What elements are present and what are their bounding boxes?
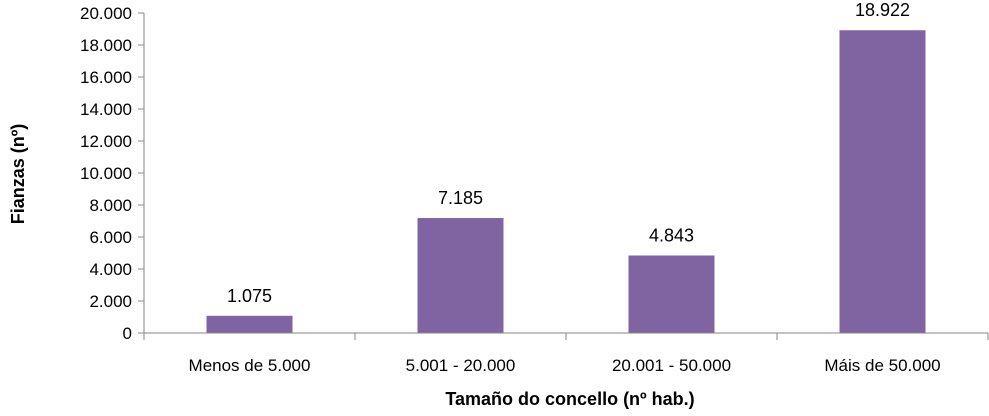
x-tick-label: 20.001 - 50.000 xyxy=(612,356,731,375)
bar-value-labels: 1.075 7.185 4.843 18.922 xyxy=(227,0,910,306)
bar xyxy=(417,218,504,333)
bar xyxy=(628,255,715,333)
bar-value-label: 1.075 xyxy=(227,286,272,306)
y-tick-label: 14.000 xyxy=(80,100,132,119)
x-axis-ticks: Menos de 5.000 5.001 - 20.000 20.001 - 50.… xyxy=(143,333,989,375)
y-tick-label: 12.000 xyxy=(80,132,132,151)
y-tick-label: 6.000 xyxy=(89,228,132,247)
x-tick-label: Menos de 5.000 xyxy=(189,356,311,375)
y-tick-label: 18.000 xyxy=(80,36,132,55)
bar xyxy=(206,315,293,333)
y-axis-ticks: 0 2.000 4.000 6.000 8.000 10.000 12.000 14.000 1… xyxy=(80,4,144,343)
bar-value-label: 4.843 xyxy=(649,226,694,246)
y-tick-label: 0 xyxy=(123,324,132,343)
y-tick-label: 16.000 xyxy=(80,68,132,87)
y-tick-label: 10.000 xyxy=(80,164,132,183)
x-axis-title: Tamaño do concello (nº hab.) xyxy=(445,389,694,409)
y-tick-label: 4.000 xyxy=(89,260,132,279)
y-axis-title: Fianzas (nº) xyxy=(8,124,28,225)
y-tick-label: 8.000 xyxy=(89,196,132,215)
x-tick-label: 5.001 - 20.000 xyxy=(406,356,516,375)
bar-value-label: 18.922 xyxy=(855,0,910,20)
bar xyxy=(839,30,926,334)
x-tick-label: Máis de 50.000 xyxy=(824,356,940,375)
bars xyxy=(206,30,926,334)
y-tick-label: 2.000 xyxy=(89,292,132,311)
bar-value-label: 7.185 xyxy=(438,188,483,208)
y-tick-label: 20.000 xyxy=(80,4,132,23)
